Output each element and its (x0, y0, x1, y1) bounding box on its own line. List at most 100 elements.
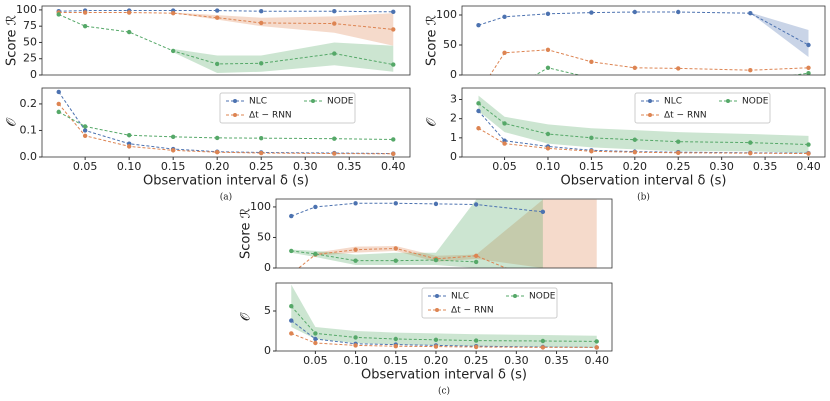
y-tick-label: 0 (30, 68, 37, 81)
data-point (676, 66, 681, 71)
caption: (a) (220, 192, 232, 203)
x-tick-label: 0.35 (544, 354, 569, 367)
data-point (214, 8, 220, 13)
data-point (126, 144, 132, 149)
data-point (214, 135, 220, 141)
x-tick-label: 0.20 (424, 354, 449, 367)
data-point (259, 9, 264, 14)
data-point (289, 331, 294, 336)
confidence-band (291, 284, 597, 348)
data-point (806, 65, 811, 71)
caption: (b) (637, 192, 650, 203)
data-point (259, 150, 264, 156)
data-point (632, 9, 638, 15)
data-point (545, 47, 551, 52)
series-line (478, 110, 809, 154)
plot-area (476, 95, 811, 156)
data-point (82, 124, 88, 129)
axes-frame (275, 282, 613, 352)
legend-marker (648, 113, 652, 117)
x-tick-label: 0.35 (753, 160, 778, 173)
x-axis-label: Observation interval δ (s) (361, 368, 527, 383)
data-point (502, 121, 507, 126)
series-line (58, 14, 394, 66)
data-point (433, 257, 439, 263)
series-line (478, 127, 809, 155)
data-point (126, 29, 132, 35)
data-point (313, 336, 318, 342)
series-line (290, 305, 597, 342)
data-point (393, 344, 398, 349)
legend-label: NLC (664, 97, 682, 107)
y-tick-label: 2 (450, 112, 457, 125)
series-line (58, 91, 394, 155)
legend-label: NODE (529, 292, 556, 302)
data-point (589, 10, 594, 15)
data-point (545, 146, 551, 151)
x-tick-label: 0.10 (536, 160, 561, 173)
data-point (476, 101, 481, 106)
data-point (806, 151, 811, 156)
series-line (489, 49, 809, 75)
data-point (594, 345, 599, 350)
data-point (259, 61, 264, 66)
data-point (82, 23, 88, 29)
y-tick-label: 5 (264, 304, 271, 317)
data-point (433, 201, 439, 207)
confidence-band (750, 12, 809, 58)
data-point (393, 246, 398, 251)
data-point (393, 258, 398, 263)
x-tick-label: 0.25 (249, 160, 274, 173)
data-point (632, 65, 638, 71)
data-point (353, 335, 358, 340)
plot-area (56, 89, 396, 157)
y-tick-label: 0.1 (20, 123, 38, 136)
confidence-band (478, 95, 809, 154)
data-point (502, 14, 507, 19)
y-tick-label: 0.2 (20, 97, 38, 110)
data-point (391, 151, 396, 157)
data-point (676, 82, 680, 86)
data-point (332, 51, 337, 56)
data-point (502, 50, 507, 55)
data-point (289, 272, 293, 276)
data-point (473, 253, 479, 258)
data-point (473, 202, 479, 207)
y-tick-label: 0 (450, 150, 457, 163)
data-point (259, 135, 264, 141)
y-tick-label: 50 (443, 38, 457, 51)
legend-label: Δt − RNN (249, 111, 292, 121)
series-line (58, 10, 394, 13)
data-point (502, 91, 506, 95)
data-point (589, 149, 594, 154)
y-axis-label: 𝒪 (5, 118, 20, 127)
x-tick-label: 0.40 (796, 160, 821, 173)
data-point (540, 345, 546, 350)
axes-frame (41, 5, 411, 76)
plot-area (476, 9, 811, 95)
plot-area (56, 8, 396, 74)
series-line (58, 103, 394, 155)
legend-label: NODE (742, 97, 769, 107)
x-tick-label: 0.20 (205, 160, 230, 173)
data-point (806, 142, 811, 147)
x-tick-label: 0.30 (293, 160, 318, 173)
data-point (170, 10, 176, 16)
legend-label: Δt − RNN (451, 306, 494, 316)
data-point (545, 131, 551, 137)
data-point (313, 340, 318, 346)
data-point (391, 9, 396, 15)
data-point (332, 9, 337, 14)
data-point (393, 201, 398, 206)
data-point (353, 258, 358, 263)
legend-label: NODE (327, 97, 354, 107)
plot-area (289, 284, 599, 350)
data-point (473, 344, 479, 350)
data-point (393, 336, 398, 342)
data-point (313, 251, 318, 257)
x-tick-label: 0.05 (303, 354, 328, 367)
axes-frame (41, 87, 411, 158)
x-tick-label: 0.30 (709, 160, 734, 173)
data-point (476, 126, 481, 131)
x-tick-label: 0.35 (337, 160, 362, 173)
